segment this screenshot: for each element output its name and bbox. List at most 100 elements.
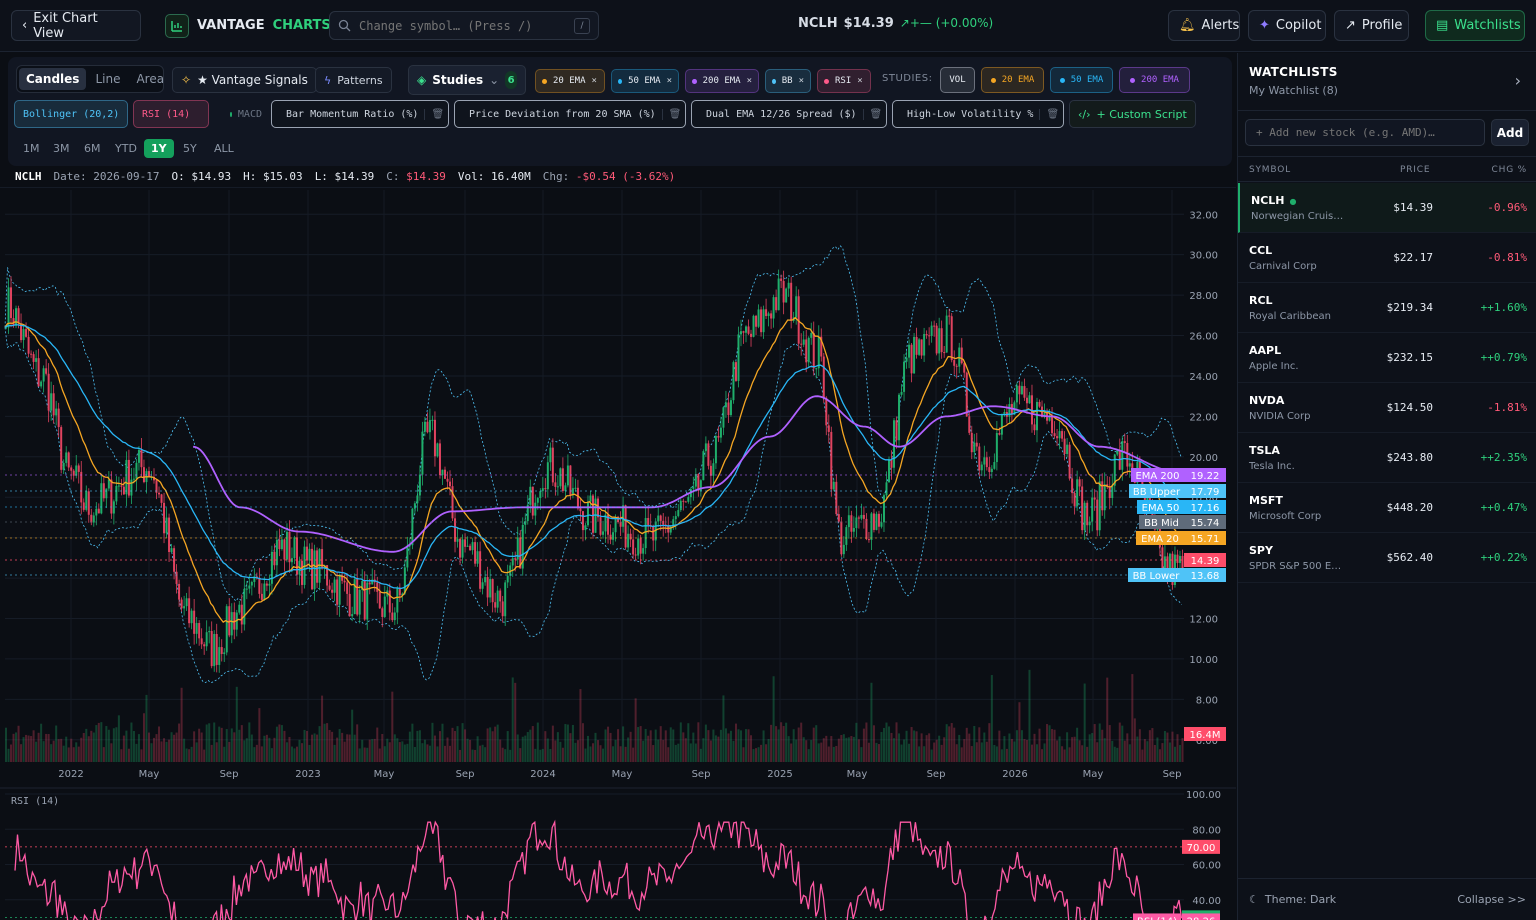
patterns-button[interactable]: ϟ Patterns xyxy=(315,67,392,93)
volume-bar xyxy=(649,730,652,762)
watchlist-row-ccl[interactable]: CCL Carnival Corp $22.17 -0.81% xyxy=(1238,233,1536,283)
price-chart[interactable]: 32.00 30.00 28.00 26.00 24.00 22.00 20.00 18.00… xyxy=(0,190,1236,920)
close-icon[interactable]: × xyxy=(666,76,672,86)
ema200-line xyxy=(192,395,1182,553)
study-chip-3[interactable]: BB × xyxy=(765,69,811,93)
watchlist-header[interactable]: WATCHLISTS My Watchlist (8) › xyxy=(1238,53,1536,111)
volume-bar xyxy=(426,744,429,762)
volume-bar xyxy=(990,675,993,762)
range-all[interactable]: ALL xyxy=(214,142,234,155)
watchlist-row-tsla[interactable]: TSLA Tesla Inc. $243.80 ++2.35% xyxy=(1238,433,1536,483)
volume-bar xyxy=(383,746,386,762)
volume-bar xyxy=(1078,740,1081,762)
volume-bar xyxy=(65,736,68,762)
volume-bar xyxy=(1128,744,1131,762)
copilot-button[interactable]: ✦ Copilot xyxy=(1248,10,1326,41)
custom-indicator-1[interactable]: Price Deviation from 20 SMA (%) 🗑︎ xyxy=(454,100,686,128)
label: 200 EMA xyxy=(1141,75,1179,85)
close-icon[interactable]: × xyxy=(591,76,597,86)
watchlists-button[interactable]: ▤ Watchlists xyxy=(1425,10,1525,41)
volume-bar xyxy=(870,682,873,762)
candle-body xyxy=(20,323,23,341)
volume-bar xyxy=(639,726,642,762)
study-chip-2[interactable]: 200 EMA × xyxy=(685,69,759,93)
exit-chart-view-button[interactable]: ‹ Exit Chart View xyxy=(11,10,141,41)
close-icon[interactable]: × xyxy=(798,76,804,86)
collapse-button[interactable]: Collapse >> xyxy=(1457,893,1526,906)
range-1y[interactable]: 1Y xyxy=(144,139,174,158)
watchlist-row-aapl[interactable]: AAPL Apple Inc. $232.15 ++0.79% xyxy=(1238,333,1536,383)
study-toggle-3[interactable]: 200 EMA xyxy=(1119,67,1190,93)
study-toggle-2[interactable]: 50 EMA xyxy=(1050,67,1113,93)
study-toggle-0[interactable]: VOL xyxy=(940,67,975,93)
range-6m[interactable]: 6M xyxy=(84,142,101,155)
candle-body xyxy=(461,539,464,558)
study-toggle-1[interactable]: 20 EMA xyxy=(981,67,1044,93)
studies-button[interactable]: ◈ Studies ⌄ 6 xyxy=(408,65,526,95)
trash-icon[interactable]: 🗑︎ xyxy=(424,108,444,120)
volume-bar xyxy=(47,734,50,762)
volume-bar xyxy=(983,732,986,762)
custom-script-button[interactable]: ‹/› + Custom Script xyxy=(1069,100,1196,128)
volume-bar xyxy=(574,742,577,762)
symbol-search[interactable]: / xyxy=(329,11,599,40)
volume-bar xyxy=(1133,718,1136,762)
volume-bar xyxy=(1051,729,1054,762)
trash-icon[interactable]: 🗑︎ xyxy=(661,108,681,120)
watchlist-row-msft[interactable]: MSFT Microsoft Corp $448.20 ++0.47% xyxy=(1238,483,1536,533)
candle-body xyxy=(765,309,768,317)
chart-type-area[interactable]: Area xyxy=(136,72,165,86)
watchlist-row-rcl[interactable]: RCL Royal Caribbean $219.34 ++1.60% xyxy=(1238,283,1536,333)
candle-body xyxy=(454,518,457,542)
rsi-y-tick-label: 40.00 xyxy=(1192,896,1221,907)
indicator-2[interactable]: MACD xyxy=(221,100,271,128)
add-stock-button[interactable]: Add xyxy=(1491,119,1529,146)
custom-indicator-0[interactable]: Bar Momentum Ratio (%) 🗑︎ xyxy=(271,100,449,128)
watchlist-row-nclh[interactable]: NCLH ● Norwegian Cruis… $14.39 -0.96% xyxy=(1238,183,1536,233)
volume-bar xyxy=(604,729,607,762)
label: RCL xyxy=(1249,294,1273,307)
alerts-button[interactable]: 🔔︎ Alerts xyxy=(1168,10,1240,41)
close-icon[interactable]: × xyxy=(857,76,863,86)
rsi-pane[interactable]: RSI (14)100.0080.0060.0040.0020.0070.003… xyxy=(0,787,1236,920)
study-chip-1[interactable]: 50 EMA × xyxy=(611,69,679,93)
watchlist-row-nvda[interactable]: NVDA NVIDIA Corp $124.50 -1.81% xyxy=(1238,383,1536,433)
add-stock-input[interactable] xyxy=(1245,119,1485,146)
volume-bar xyxy=(877,744,880,762)
volume-bar xyxy=(958,734,961,762)
study-chip-4[interactable]: RSI × xyxy=(817,69,871,93)
close-icon[interactable]: × xyxy=(746,76,752,86)
trash-icon[interactable]: 🗑︎ xyxy=(862,108,882,120)
watchlist-row-spy[interactable]: SPY SPDR S&P 500 E… $562.40 ++0.22% xyxy=(1238,533,1536,583)
candle-body xyxy=(539,491,542,499)
candle-body xyxy=(15,308,18,326)
candle-body xyxy=(1003,412,1006,414)
indicator-0[interactable]: Bollinger (20,2) xyxy=(14,100,128,128)
indicator-1[interactable]: RSI (14) xyxy=(133,100,209,128)
chart-type-line[interactable]: Line xyxy=(95,72,121,86)
trash-icon[interactable]: 🗑︎ xyxy=(1039,108,1059,120)
theme-toggle[interactable]: ☾ Theme: Dark xyxy=(1249,893,1337,906)
volume-bar xyxy=(418,730,421,762)
range-3m[interactable]: 3M xyxy=(53,142,70,155)
range-5y[interactable]: 5Y xyxy=(183,142,197,155)
candle-body xyxy=(80,471,83,503)
candle-body xyxy=(872,513,875,530)
volume-bar xyxy=(817,743,820,762)
custom-indicator-2[interactable]: Dual EMA 12/26 Spread ($) 🗑︎ xyxy=(691,100,887,128)
vantage-signals-button[interactable]: ✧ ★ Vantage Signals xyxy=(172,67,317,93)
color-dot-icon xyxy=(824,78,829,84)
range-ytd[interactable]: YTD xyxy=(115,142,137,155)
volume-bar xyxy=(637,727,640,762)
candle-body xyxy=(110,479,113,514)
search-input[interactable] xyxy=(359,18,566,33)
label: Bar Momentum Ratio (%) xyxy=(286,108,419,120)
volume-bar xyxy=(481,744,484,762)
chevron-right-icon[interactable]: › xyxy=(1514,71,1521,90)
profile-button[interactable]: ↗ Profile xyxy=(1334,10,1409,41)
chart-type-candles[interactable]: Candles xyxy=(19,68,87,90)
study-chip-0[interactable]: 20 EMA × xyxy=(535,69,605,93)
range-1m[interactable]: 1M xyxy=(23,142,40,155)
level-name: EMA 200 xyxy=(1135,471,1179,482)
custom-indicator-3[interactable]: High-Low Volatility % 🗑︎ xyxy=(892,100,1064,128)
